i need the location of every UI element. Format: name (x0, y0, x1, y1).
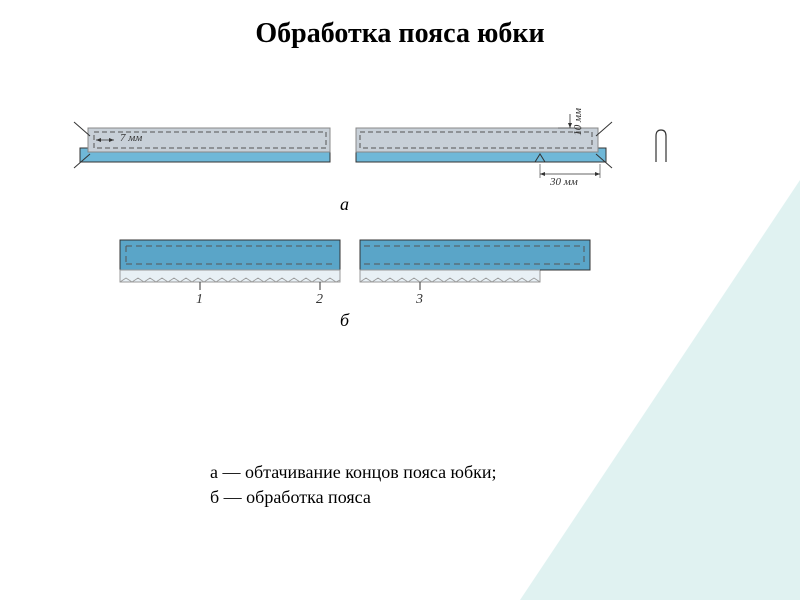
figure-b-label: б (340, 310, 349, 331)
dim-30mm: 30 мм (550, 176, 578, 188)
caption: а — обтачивание концов пояса юбки; б — о… (210, 460, 497, 510)
figure-b-svg (60, 230, 700, 330)
dim-10mm: 10 мм (572, 108, 584, 136)
diagram-container: 7 мм 10 мм 30 мм а (60, 110, 700, 340)
mark-1: 1 (196, 292, 203, 308)
figure-a-svg (60, 110, 700, 210)
page-title: Обработка пояса юбки (0, 0, 800, 50)
caption-line-2: б — обработка пояса (210, 485, 497, 510)
figure-a-label: а (340, 194, 349, 215)
mark-3: 3 (416, 292, 423, 308)
caption-line-1: а — обтачивание концов пояса юбки; (210, 460, 497, 485)
dim-7mm: 7 мм (120, 132, 142, 144)
mark-2: 2 (316, 292, 323, 308)
